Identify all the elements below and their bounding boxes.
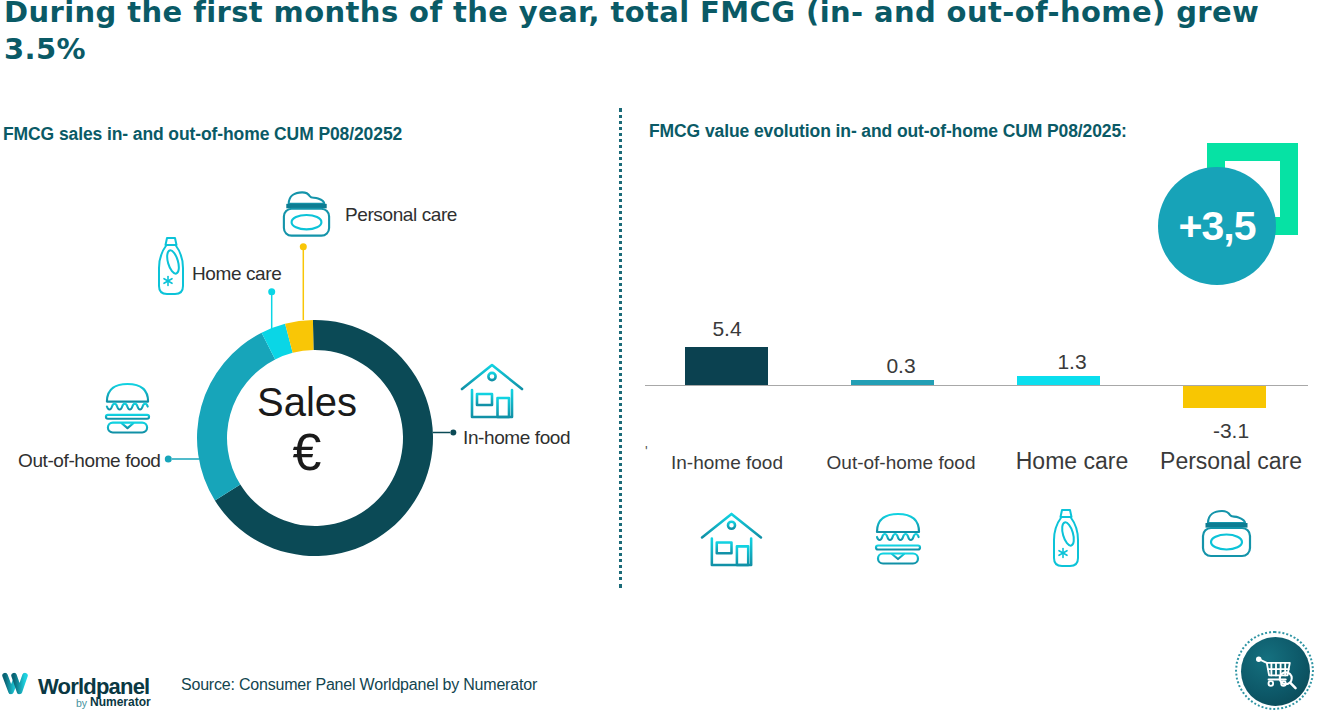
donut-label-home-care: Home care xyxy=(192,263,281,285)
logo-by-text: by xyxy=(76,697,87,709)
leader-dot xyxy=(450,430,456,436)
leader-dot xyxy=(300,243,307,250)
growth-badge-value: +3,5 xyxy=(1179,203,1256,250)
bar-value-label: 1.3 xyxy=(1057,351,1086,372)
detergent-icon xyxy=(1052,507,1080,569)
bar-out-of-home-food xyxy=(851,380,934,385)
house-icon xyxy=(700,510,763,567)
worldpanel-logo-icon xyxy=(2,672,28,695)
bar-category-label: In-home food xyxy=(671,453,783,472)
numerator-logo-text: Numerator xyxy=(90,695,151,709)
donut-label-in-home-food: In-home food xyxy=(463,427,570,449)
slide: During the first months of the year, tot… xyxy=(0,0,1317,712)
euro-symbol: € xyxy=(224,423,390,481)
bar-category-label: Out-of-home food xyxy=(827,453,976,472)
donut-center-text: Sales xyxy=(224,381,390,423)
bar-home-care xyxy=(1017,376,1100,385)
bar-value-label: 5.4 xyxy=(712,318,741,339)
growth-badge: +3,5 xyxy=(1158,167,1276,285)
leader-dot xyxy=(268,288,275,295)
bar-category-label: Personal care xyxy=(1160,450,1302,473)
donut-center-label: Sales € xyxy=(224,381,390,481)
donut-label-out-of-home-food: Out-of-home food xyxy=(18,450,161,472)
cream-jar-icon xyxy=(281,189,332,238)
leader-dot xyxy=(165,456,172,463)
source-text: Source: Consumer Panel Worldpanel by Num… xyxy=(181,676,537,694)
cream-jar-icon xyxy=(1200,508,1253,558)
house-icon xyxy=(460,361,524,419)
burger-icon xyxy=(873,511,923,565)
cart-search-icon xyxy=(1253,649,1299,695)
bar-personal-care xyxy=(1183,386,1266,408)
donut-label-personal-care: Personal care xyxy=(345,204,457,226)
bar-in-home-food xyxy=(685,347,768,385)
detergent-icon xyxy=(157,236,185,296)
bar-value-label: -3.1 xyxy=(1213,420,1249,441)
donut-chart xyxy=(0,0,1317,712)
axis-tick: ' xyxy=(645,443,648,459)
bar-category-label: Home care xyxy=(1016,450,1128,473)
burger-icon xyxy=(103,381,152,434)
bar-value-label: 0.3 xyxy=(886,355,915,376)
cart-badge xyxy=(1241,637,1310,706)
